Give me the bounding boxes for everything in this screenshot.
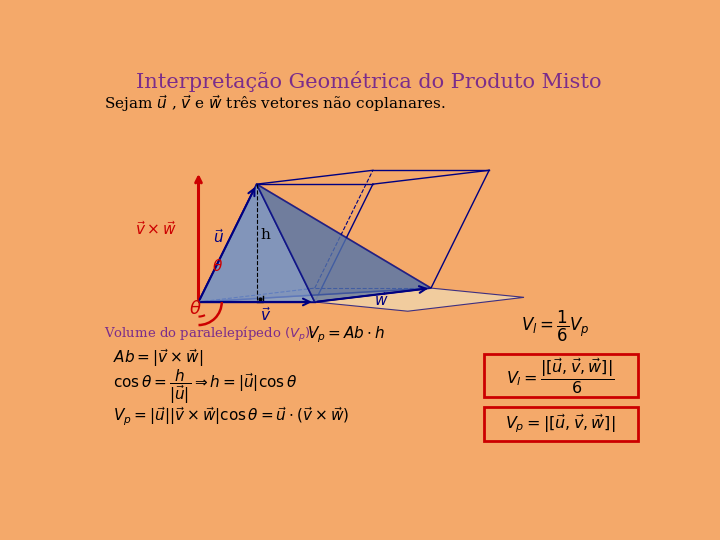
Text: Interpretação Geométrica do Produto Misto: Interpretação Geométrica do Produto Mist…	[136, 71, 602, 92]
Text: $\vec{v}$: $\vec{v}$	[261, 306, 271, 324]
FancyBboxPatch shape	[484, 407, 638, 441]
Text: $Ab = |\vec{v}\times\vec{w}|$: $Ab = |\vec{v}\times\vec{w}|$	[113, 347, 203, 369]
Text: $\theta$: $\theta$	[212, 258, 223, 274]
Polygon shape	[199, 288, 431, 302]
Polygon shape	[315, 288, 524, 311]
Text: $\cos\theta = \dfrac{h}{|\vec{u}|}\Rightarrow h = |\vec{u}|\cos\theta$: $\cos\theta = \dfrac{h}{|\vec{u}|}\Right…	[113, 367, 297, 406]
Text: $V_l = \dfrac{1}{6}V_p$: $V_l = \dfrac{1}{6}V_p$	[521, 309, 589, 344]
Text: $V_l = \dfrac{|[\vec{u},\vec{v},\vec{w}]|}{6}$: $V_l = \dfrac{|[\vec{u},\vec{v},\vec{w}]…	[506, 357, 615, 396]
Text: $\vec{v}\times\vec{w}$: $\vec{v}\times\vec{w}$	[135, 220, 177, 238]
Text: $\theta$: $\theta$	[189, 300, 202, 318]
FancyBboxPatch shape	[484, 354, 638, 397]
Text: $V_p = |\vec{u}||\vec{v}\times\vec{w}|\cos\theta = \vec{u}\cdot(\vec{v}\times\ve: $V_p = |\vec{u}||\vec{v}\times\vec{w}|\c…	[113, 406, 349, 428]
Text: $\vec{w}$: $\vec{w}$	[374, 291, 389, 309]
Text: $V_p = |[\vec{u},\vec{v},\vec{w}]|$: $V_p = |[\vec{u},\vec{v},\vec{w}]|$	[505, 412, 616, 435]
Text: h: h	[261, 228, 271, 242]
Polygon shape	[199, 184, 431, 302]
Polygon shape	[256, 184, 431, 302]
Text: $V_p = Ab\cdot h$: $V_p = Ab\cdot h$	[307, 324, 385, 345]
Text: Volume do paralelepípedo $(V_p)$:: Volume do paralelepípedo $(V_p)$:	[104, 325, 315, 345]
Polygon shape	[199, 184, 315, 302]
Text: Sejam $\vec{u}$ , $\vec{v}$ e $\vec{w}$ três vetores não coplanares.: Sejam $\vec{u}$ , $\vec{v}$ e $\vec{w}$ …	[104, 93, 446, 114]
Text: $\vec{u}$: $\vec{u}$	[213, 228, 225, 246]
